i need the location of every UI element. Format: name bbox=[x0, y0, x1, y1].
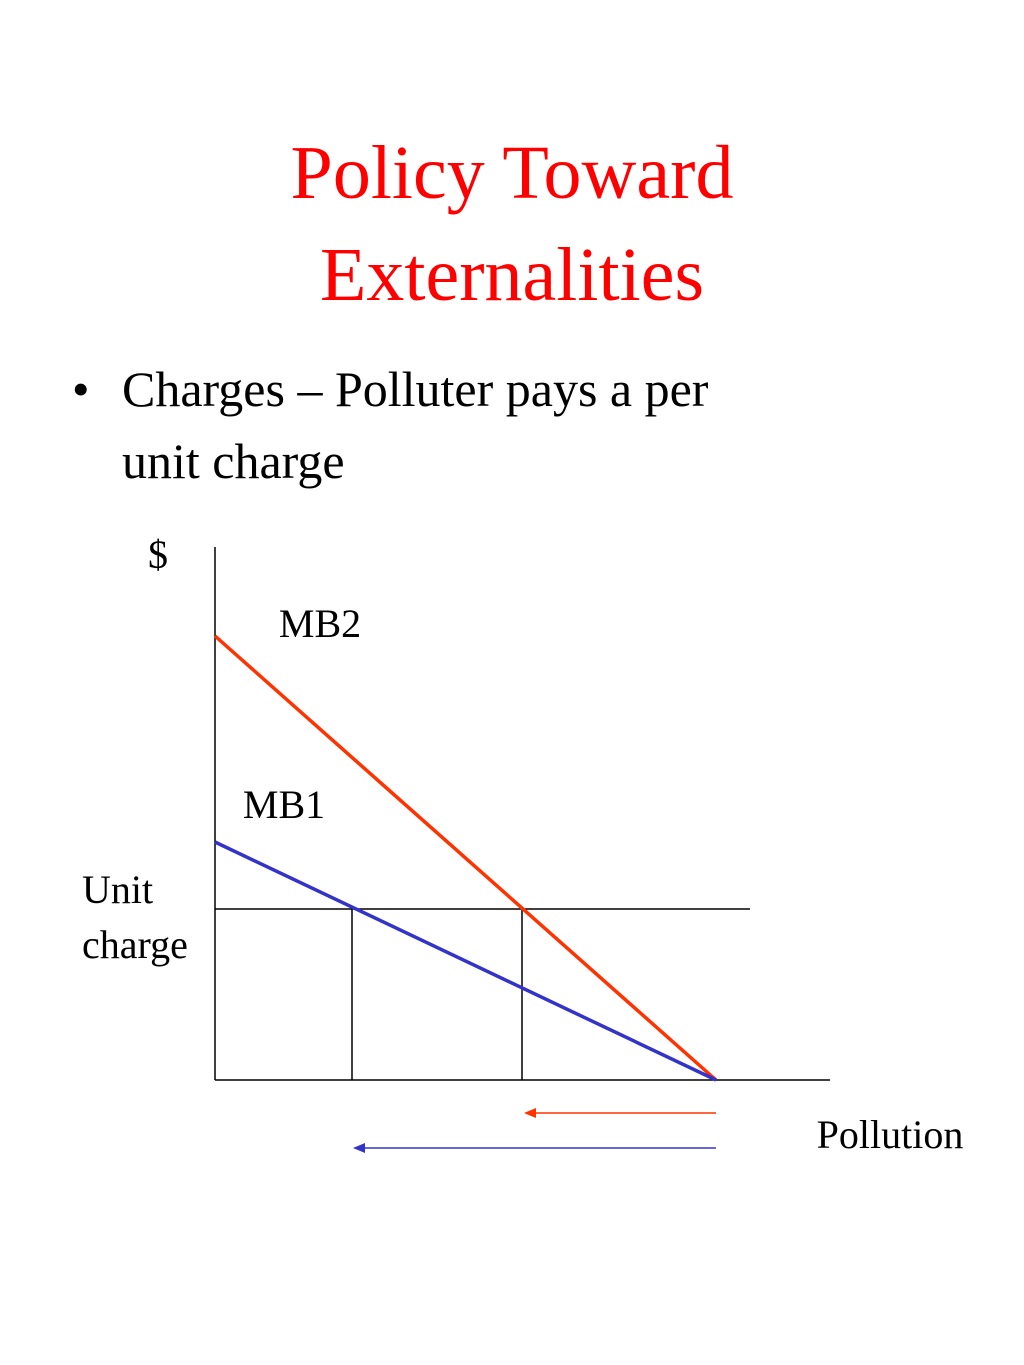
bullet-line: Charges – Polluter pays a per bbox=[122, 361, 709, 417]
bullet-dot: • bbox=[72, 361, 90, 417]
x-axis-label: Pollution bbox=[817, 1112, 964, 1157]
mb2-curve bbox=[213, 634, 718, 1082]
title-line: Policy Toward bbox=[291, 131, 734, 215]
bullet-line: unit charge bbox=[122, 433, 345, 489]
arrowhead bbox=[353, 1143, 365, 1153]
charge-label: charge bbox=[82, 922, 188, 967]
diagram: $ MB2 MB1 Unit charge Pollution bbox=[82, 532, 963, 1157]
y-axis-label: $ bbox=[148, 532, 168, 577]
charge-label: Unit bbox=[82, 867, 153, 912]
mb1-curve bbox=[214, 840, 717, 1082]
arrowhead bbox=[524, 1108, 536, 1118]
curve-label: MB1 bbox=[243, 782, 325, 827]
title-line: Externalities bbox=[320, 233, 704, 317]
curve-label: MB2 bbox=[279, 601, 361, 646]
